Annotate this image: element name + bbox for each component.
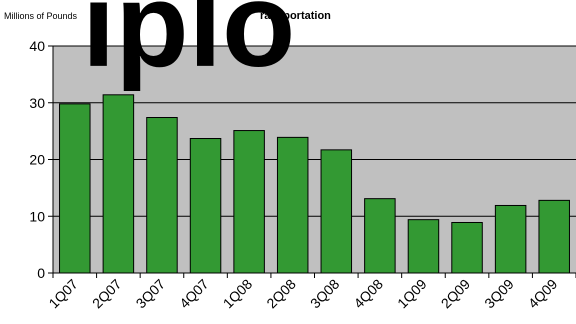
bar-1Q07 [59, 103, 91, 274]
y-tick-label: 10 [29, 208, 45, 224]
x-tick-label: 1Q08 [220, 276, 256, 312]
y-tick-label: 0 [37, 265, 45, 281]
x-tick-label: 2Q09 [438, 276, 474, 312]
bar-2Q07 [102, 94, 135, 274]
x-tick-label: 4Q07 [176, 276, 212, 312]
x-tick-label: 4Q09 [525, 276, 561, 312]
x-tick-label: 3Q08 [307, 276, 343, 312]
x-tick-label: 1Q09 [394, 276, 430, 312]
gridlines [53, 45, 576, 217]
bar-4Q08 [364, 198, 396, 274]
bar-4Q07 [189, 138, 222, 274]
bar-1Q09 [407, 219, 440, 274]
bar-4Q09 [538, 199, 570, 274]
x-tick-label: 1Q07 [45, 276, 81, 312]
x-tick-label: 3Q09 [481, 276, 517, 312]
watermark-text: iplo [82, 0, 295, 92]
chart-title: ransportation [260, 10, 331, 22]
bar-3Q07 [146, 117, 178, 274]
x-axis: 1Q07 2Q07 3Q07 4Q07 1Q08 2Q08 3Q08 4Q08 1Q09 2Q09… [45, 272, 576, 312]
bar-2Q08 [276, 136, 309, 274]
y-tick-label: 20 [29, 152, 45, 168]
y-axis-label: Millions of Pounds [4, 11, 78, 21]
x-tick-label: 4Q08 [350, 276, 386, 312]
bar-3Q08 [320, 149, 353, 274]
bar-3Q09 [494, 204, 527, 274]
x-tick-label: 3Q07 [133, 276, 169, 312]
x-tick-label: 2Q07 [89, 276, 125, 312]
bar-series [59, 94, 570, 274]
bar-2Q09 [451, 221, 483, 274]
x-tick-label: 2Q08 [263, 276, 299, 312]
y-axis: 0 10 20 30 40 [29, 38, 54, 281]
y-tick-label: 30 [29, 95, 45, 111]
bar-1Q08 [233, 130, 265, 274]
y-tick-label: 40 [29, 38, 45, 54]
